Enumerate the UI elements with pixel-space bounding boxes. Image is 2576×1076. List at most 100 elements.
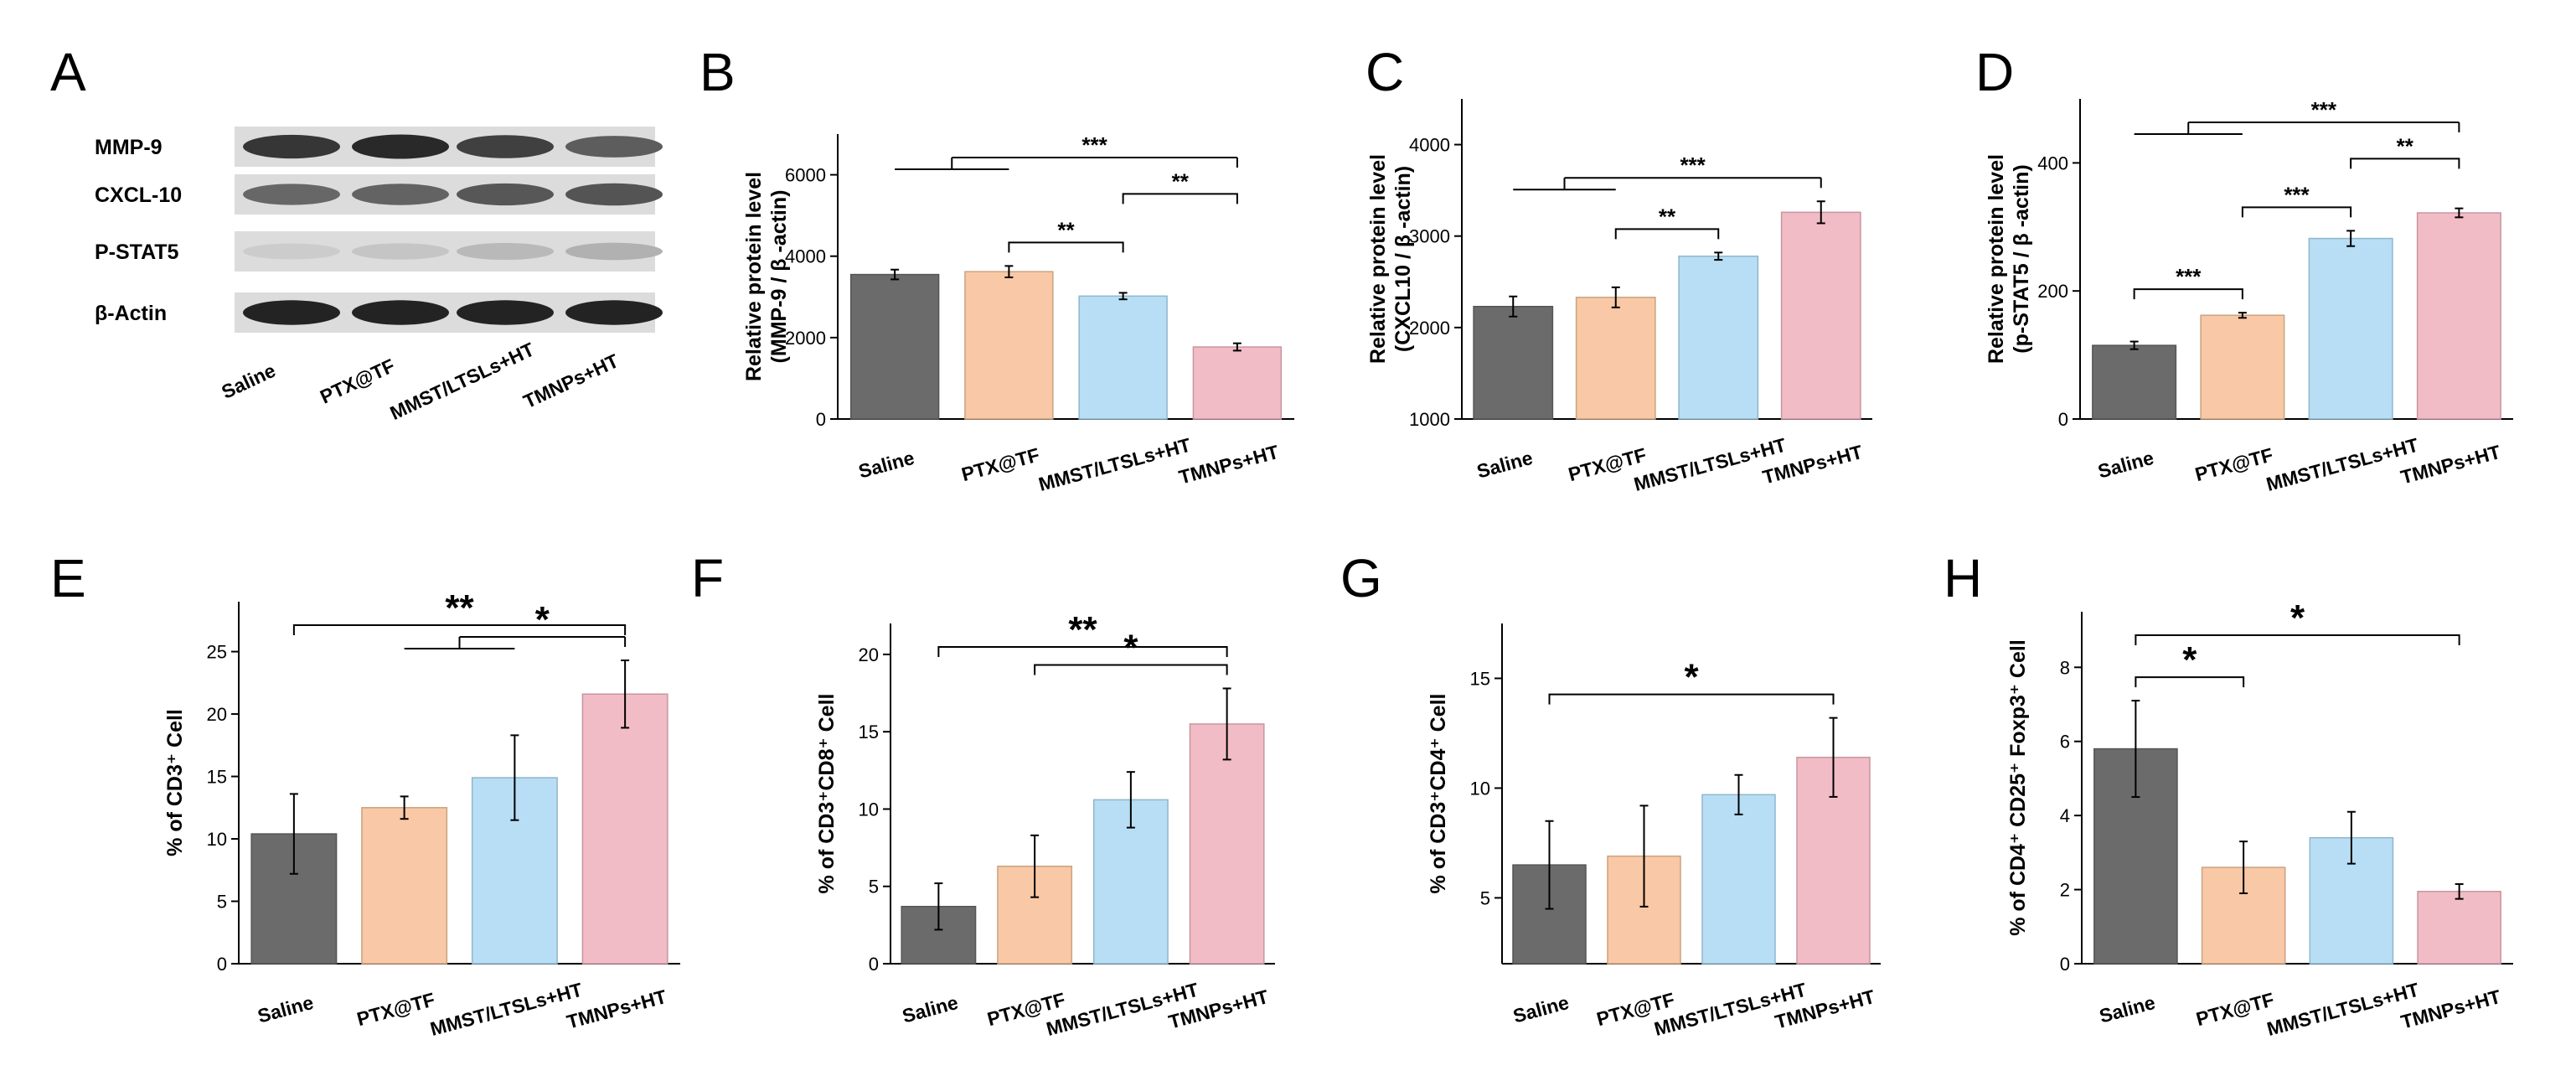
bar (964, 271, 1054, 420)
blot-band (565, 242, 663, 261)
category-label: MMST/LTSLs+HT (2264, 979, 2421, 1040)
lane-label: MMST/LTSLs+HT (386, 339, 537, 424)
significance-label: ** (1068, 609, 1097, 650)
category-label: MMST/LTSLs+HT (2264, 434, 2420, 495)
significance-label: ** (1172, 168, 1190, 194)
significance-label: ** (1659, 204, 1676, 229)
y-axis-label: % of CD3⁺CD4⁺ Cell (1427, 694, 1450, 894)
y-tick-label: 5 (869, 877, 879, 898)
category-label: TMNPs+HT (1176, 441, 1281, 489)
bar (1078, 295, 1168, 420)
bar (1701, 794, 1776, 965)
significance-bracket: * (1548, 657, 1835, 705)
bar (1780, 211, 1861, 420)
blot-band (352, 184, 449, 205)
significance-label: *** (1082, 132, 1107, 158)
y-axis-label: % of CD3⁺ Cell (163, 709, 187, 856)
bar (2092, 344, 2177, 420)
blot-band (457, 242, 554, 261)
y-tick-label: 0 (217, 954, 227, 975)
category-label: Saline (2097, 991, 2157, 1027)
western-blot-panel: A MMP-9 CXCL-10 P-STAT5 β-Actin Saline PTX@TFM… (50, 42, 663, 424)
y-axis-label: Relative protein level(p-STAT5 / β -acti… (1985, 154, 2033, 364)
significance-label: *** (2311, 97, 2337, 122)
y-tick-label: 5 (1480, 887, 1490, 908)
y-tick-label: 0 (816, 409, 826, 430)
significance-bracket: * (2135, 597, 2460, 645)
bar (2308, 237, 2393, 420)
y-tick-label: 20 (859, 644, 879, 665)
y-tick-label: 4 (2060, 805, 2070, 826)
bracket-line (2133, 288, 2243, 300)
significance-bracket: *** (895, 132, 1238, 170)
y-axis-label-line: % of CD4⁺ CD25⁺ Foxp3⁺ Cell (2006, 639, 2030, 936)
bar (2200, 314, 2285, 420)
blot-band (243, 300, 340, 325)
bracket-line (2135, 634, 2460, 645)
y-tick-label: 200 (2037, 281, 2068, 302)
significance-bracket: ** (2350, 133, 2460, 169)
category-label: Saline (856, 447, 916, 483)
y-tick-label: 6 (2060, 732, 2070, 753)
y-axis-label-line: (MMP-9 / β -actin) (767, 190, 791, 364)
significance-label: *** (1680, 153, 1706, 178)
y-tick-label: 2000 (785, 328, 826, 349)
bracket-line (1008, 241, 1124, 253)
panel-label: H (1944, 548, 1982, 608)
significance-label: ** (445, 587, 474, 629)
significance-bracket: *** (2134, 97, 2460, 135)
significance-bracket: * (1034, 628, 1228, 675)
chart-panel-h: H 0 2 4 6 8 % of CD4⁺ CD25⁺ Foxp3⁺ Cell Saline P… (1944, 548, 2513, 1040)
significance-label: * (1123, 628, 1138, 669)
y-tick-label: 0 (869, 954, 879, 975)
blot-band (565, 183, 663, 206)
y-axis-label-line: Relative protein level (1366, 154, 1390, 364)
y-tick-label: 4000 (785, 246, 826, 267)
panel-label: G (1340, 548, 1382, 608)
blot-band (565, 136, 663, 158)
bracket-line (1614, 228, 1720, 240)
significance-label: ** (1057, 217, 1075, 242)
y-axis-label: Relative protein level(MMP-9 / β -actin) (742, 172, 791, 381)
y-tick-label: 8 (2060, 657, 2070, 678)
y-tick-label: 1000 (1409, 409, 1450, 430)
bar (1678, 255, 1759, 420)
y-axis-label-line: (CXCL10 / β -actin) (1391, 166, 1415, 352)
y-tick-label: 15 (1470, 668, 1490, 689)
chart-panel-e: E 0 5 10 15 20 25 % of CD3⁺ Cell Saline PTX@TFMMS… (50, 548, 680, 1040)
y-axis-label-line: % of CD3⁺ Cell (163, 709, 187, 856)
panel-label: F (691, 548, 724, 608)
significance-bracket: ** (937, 609, 1228, 657)
y-tick-label: 5 (217, 892, 227, 913)
protein-label: MMP-9 (95, 136, 163, 159)
bar (1473, 306, 1554, 420)
bar (1575, 297, 1656, 420)
y-axis-label: % of CD3⁺CD8⁺ Cell (815, 694, 839, 894)
significance-bracket: ** (292, 587, 627, 635)
y-tick-label: 20 (207, 704, 227, 725)
protein-label: β-Actin (95, 302, 167, 325)
category-label: Saline (256, 991, 316, 1027)
significance-label: *** (2284, 182, 2310, 207)
blot-band (352, 243, 449, 260)
panel-label: E (50, 548, 86, 608)
bracket-line (292, 624, 627, 635)
blot-band (457, 183, 554, 206)
blot-band (243, 184, 340, 205)
category-label: Saline (1474, 447, 1535, 483)
blot-band (243, 243, 340, 260)
significance-label: *** (2176, 264, 2202, 289)
lane-label: TMNPs+HT (520, 349, 622, 412)
y-tick-label: 10 (1470, 778, 1490, 799)
blot-band (352, 300, 449, 325)
blot-band (457, 300, 554, 325)
significance-label: ** (2397, 133, 2414, 158)
blot-band (565, 300, 663, 325)
category-label: MMST/LTSLs+HT (1036, 434, 1193, 495)
y-tick-label: 15 (207, 767, 227, 788)
